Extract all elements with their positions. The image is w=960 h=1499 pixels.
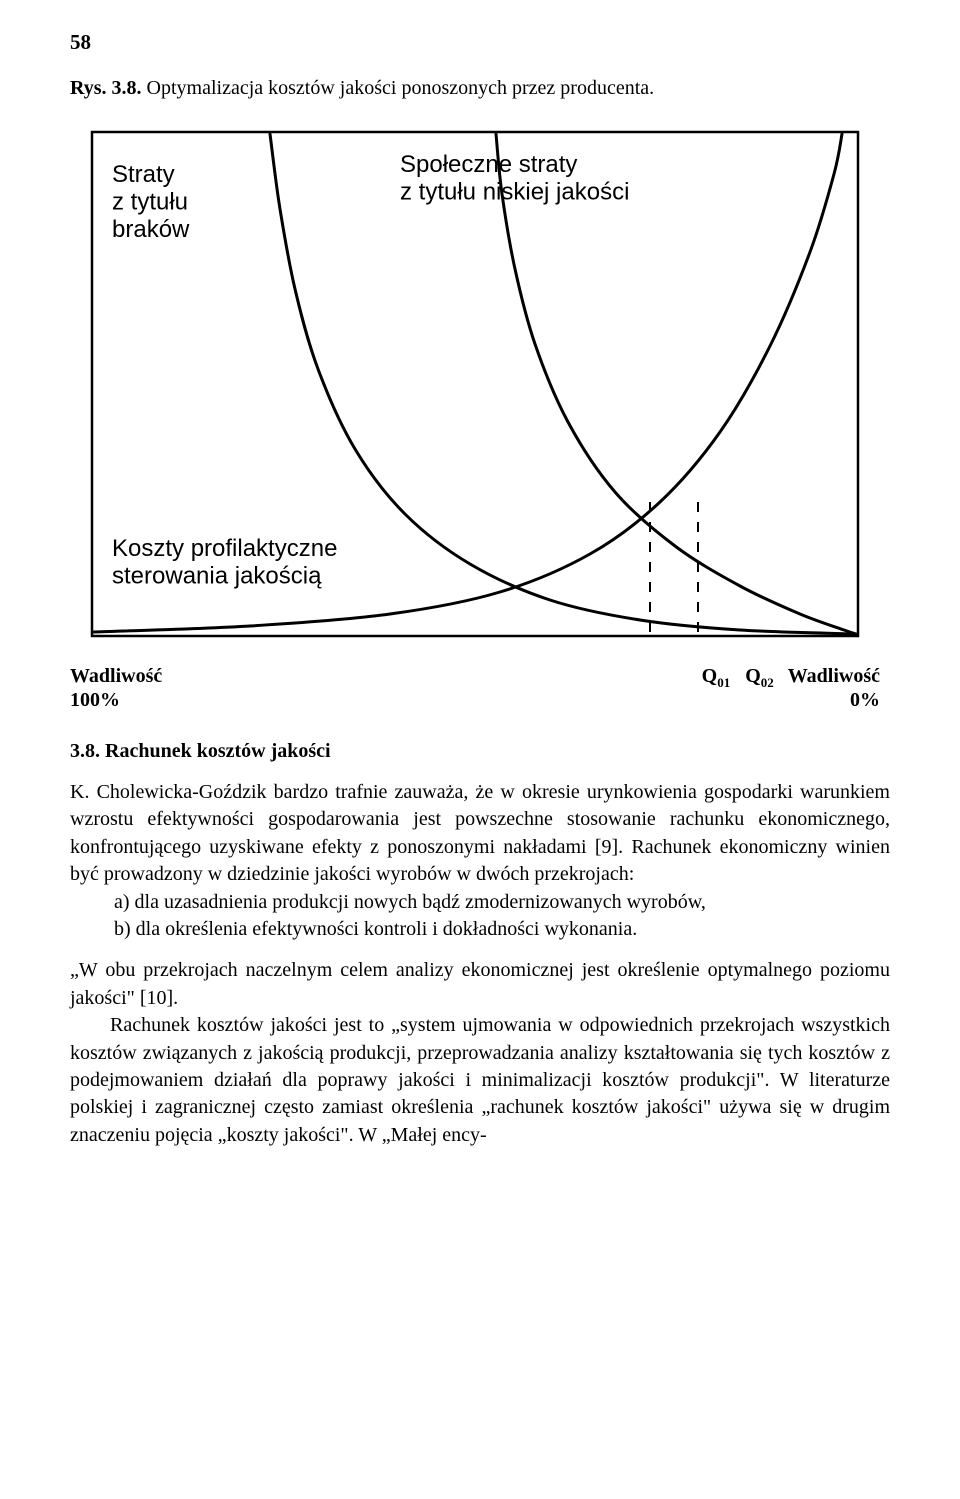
- axis-left-line2: 100%: [70, 688, 162, 712]
- svg-text:sterowania jakością: sterowania jakością: [112, 563, 322, 590]
- svg-text:z tytułu niskiej jakości: z tytułu niskiej jakości: [400, 179, 629, 206]
- axis-right-line1: Wadliwość: [788, 664, 880, 688]
- list-item: a) dla uzasadnienia produkcji nowych bąd…: [114, 889, 890, 916]
- page-number: 58: [70, 30, 890, 55]
- paragraph-last: Rachunek kosztów jakości jest to „system…: [70, 1012, 890, 1149]
- chart-container: Stratyz tytułubraków Społeczne stratyz ty…: [70, 114, 880, 654]
- axis-labels: Wadliwość 100% Q01 Q02 Wadliwość 0%: [70, 664, 880, 712]
- axis-q-labels: Q01 Q02: [702, 664, 788, 712]
- svg-text:Straty: Straty: [112, 161, 175, 188]
- section-heading: 3.8. Rachunek kosztów jakości: [70, 740, 890, 763]
- axis-left-label: Wadliwość 100%: [70, 664, 162, 712]
- svg-text:braków: braków: [112, 216, 190, 243]
- svg-text:z tytułu: z tytułu: [112, 189, 188, 216]
- figure-number: Rys. 3.8.: [70, 77, 142, 99]
- list-item: b) dla określenia efektywności kontroli …: [114, 916, 890, 943]
- axis-right-label: Wadliwość 0%: [788, 664, 880, 712]
- figure-caption: Rys. 3.8. Optymalizacja kosztów jakości …: [70, 77, 890, 100]
- paragraph-quote: „W obu przekrojach naczelnym celem anali…: [70, 957, 890, 1012]
- axis-right-line2: 0%: [788, 688, 880, 712]
- cost-curves-chart: Stratyz tytułubraków Społeczne stratyz ty…: [70, 114, 880, 654]
- svg-text:Społeczne straty: Społeczne straty: [400, 151, 577, 178]
- q02-label: Q02: [745, 665, 774, 687]
- q01-label: Q01: [702, 665, 736, 687]
- paragraph-intro: K. Cholewicka-Goździk bardzo trafnie zau…: [70, 779, 890, 889]
- axis-left-line1: Wadliwość: [70, 664, 162, 688]
- figure-caption-text: Optymalizacja kosztów jakości ponoszonyc…: [147, 77, 655, 99]
- przekroje-list: a) dla uzasadnienia produkcji nowych bąd…: [114, 889, 890, 944]
- svg-text:Koszty profilaktyczne: Koszty profilaktyczne: [112, 535, 337, 562]
